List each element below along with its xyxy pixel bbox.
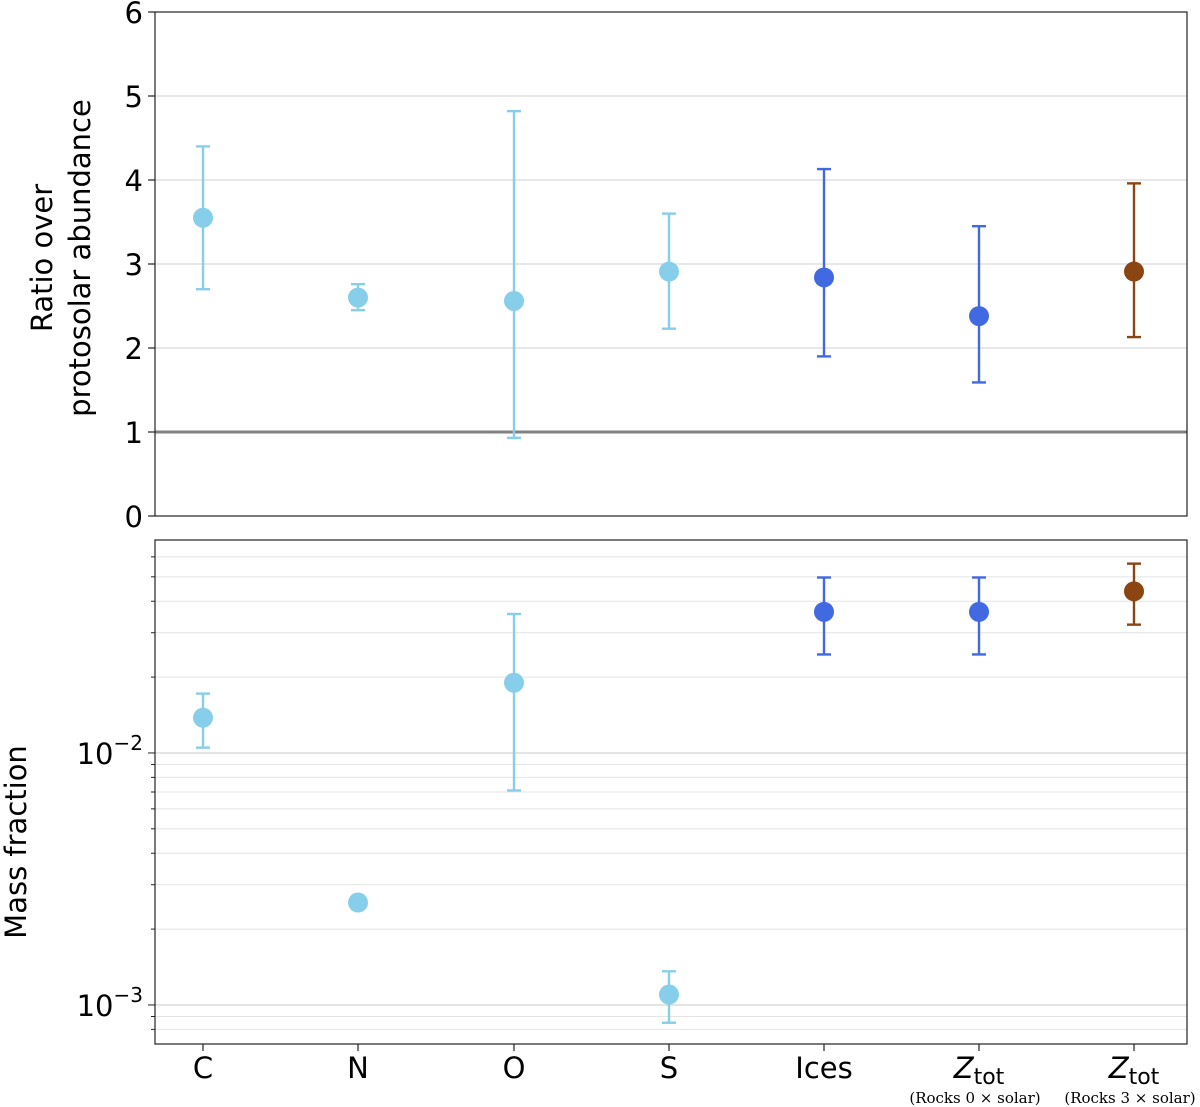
data-point [193,692,213,749]
marker [348,287,368,308]
data-point [659,212,679,330]
data-point [504,109,524,440]
y-axis-label: Ratio over protosolar abundance [25,99,97,417]
marker [504,672,524,693]
plot-frame [154,539,1188,1045]
x-tick-label-subscript: tot [974,1065,1005,1090]
data-point [1124,182,1144,339]
y-tick-label: 4 [125,164,143,198]
y-tick-label-base: 10 [77,989,114,1023]
y-tick-label: 5 [125,80,143,114]
x-tick-label: Ztot [1108,1051,1160,1090]
x-tick-label-main: O [503,1051,526,1085]
marker [659,984,679,1005]
marker [969,306,989,327]
x-axis: C N O S Ices Ztot(Rocks 0 × solar)Ztot(Rocks … [193,1044,1196,1107]
x-tick-label-main: C [193,1051,213,1085]
data-point [193,145,213,291]
data-point [814,167,834,358]
x-tick-label: S [660,1051,678,1085]
y-tick-label: 1 [125,416,143,450]
data-point [1124,562,1144,626]
data-point [969,224,989,384]
y-tick-label-exponent: −3 [114,983,143,1007]
data-point [348,282,368,312]
y-tick-label-base: 10 [77,737,114,771]
y-tick-label: 3 [125,248,143,282]
marker [1124,581,1144,602]
x-tick-note: (Rocks 3 × solar) [1064,1089,1195,1107]
x-tick-label-main: N [347,1051,369,1085]
y-tick-label: 10−2 [77,731,143,771]
x-tick-label: C [193,1051,213,1085]
data-point [814,576,834,656]
marker [193,207,213,228]
x-tick-label-main: Z [953,1051,975,1085]
x-tick-label-main: Ices [795,1051,852,1085]
y-axis-label-line: Ratio over [25,184,59,332]
y-tick-label: 6 [125,0,143,30]
y-tick-label: 0 [125,500,143,534]
x-tick-label: N [347,1051,369,1085]
marker [348,892,368,913]
marker [659,261,679,282]
data-point [504,612,524,792]
y-axis-label: Mass fraction [0,745,33,939]
marker [814,601,834,622]
marker [969,601,989,622]
data-point [348,892,368,913]
marker [504,290,524,311]
y-axis-label-line: protosolar abundance [63,99,97,417]
marker [1124,261,1144,282]
x-tick-label: Ztot [953,1051,1005,1090]
y-tick-label: 10−3 [77,983,143,1023]
x-tick-label-subscript: tot [1129,1065,1160,1090]
marker [193,707,213,728]
data-point [659,970,679,1024]
top-panel: 0 1 2 3 4 5 6 Ratio over protosolar abundance [25,0,1188,534]
x-tick-label-main: S [660,1051,678,1085]
x-tick-label: Ices [795,1051,852,1085]
y-tick-label: 2 [125,332,143,366]
y-tick-label-exponent: −2 [114,731,143,755]
marker [814,267,834,288]
x-tick-note: (Rocks 0 × solar) [909,1089,1040,1107]
x-tick-label: O [503,1051,526,1085]
x-tick-label-main: Z [1108,1051,1130,1085]
data-point [969,576,989,656]
